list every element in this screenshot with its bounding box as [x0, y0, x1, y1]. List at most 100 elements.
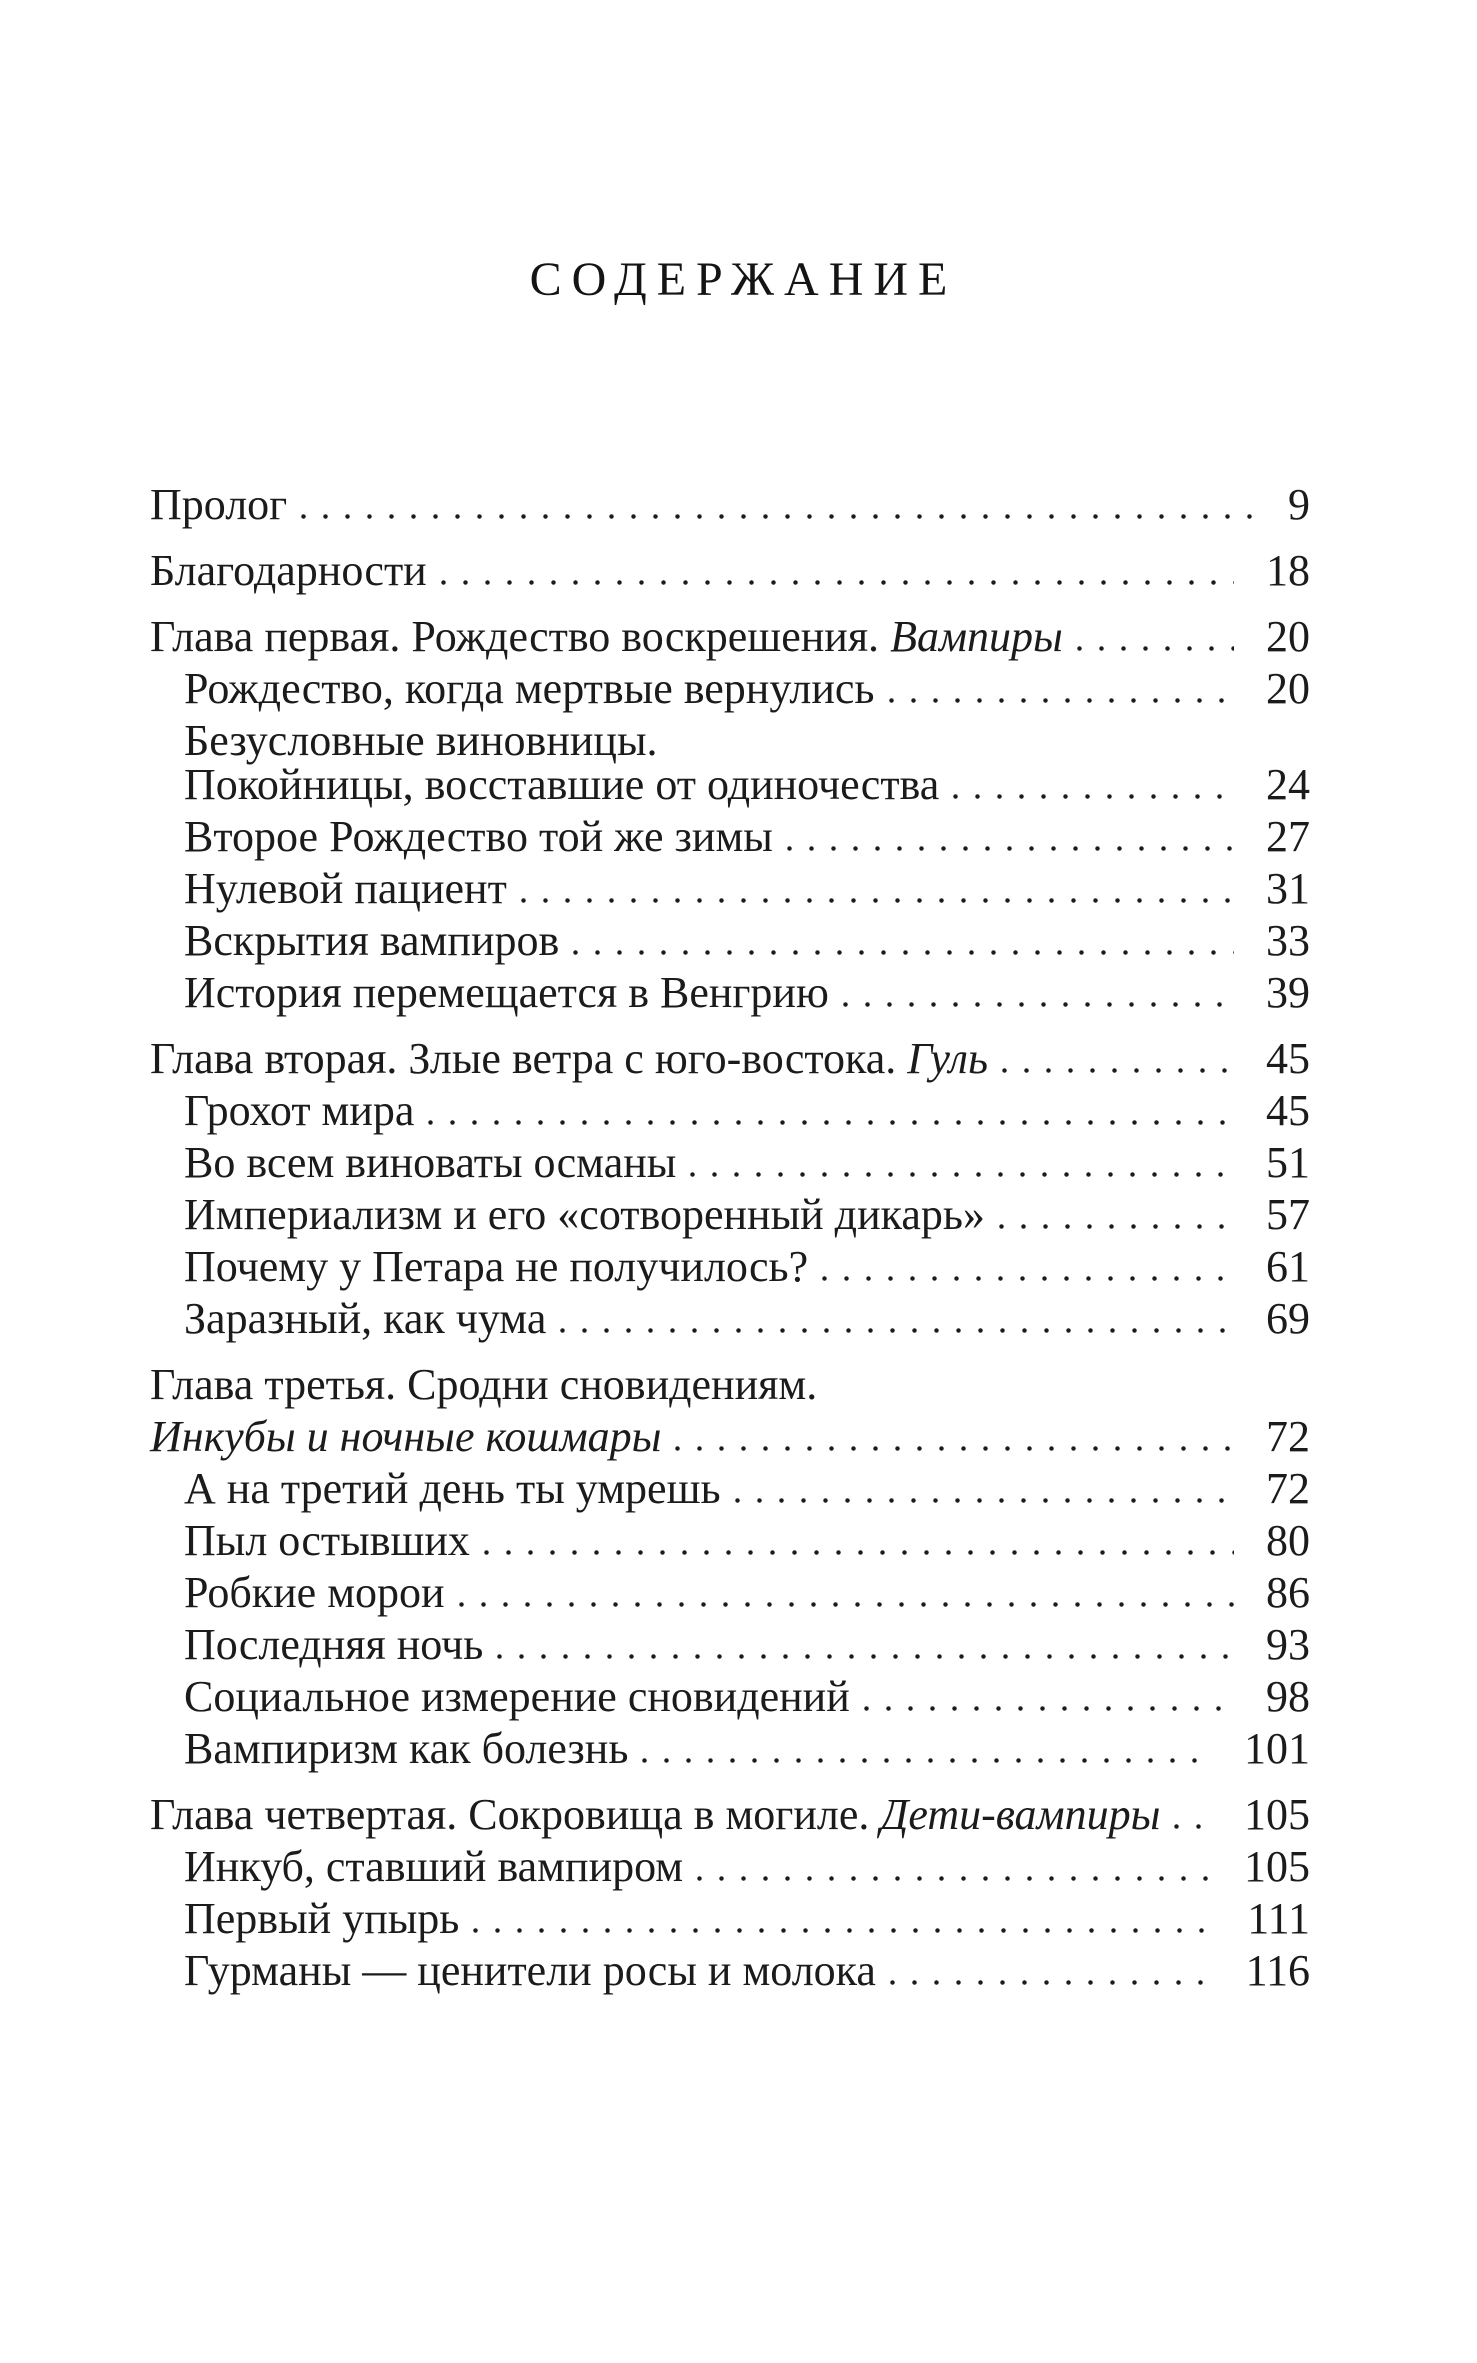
toc-entry: Грохот мира 45: [150, 1085, 1310, 1137]
dot-leader: [560, 1328, 1234, 1333]
toc-entry-page: 105: [1244, 1842, 1310, 1891]
toc-entry-text-part: Рождество, когда мертвые вернулись: [184, 664, 875, 713]
toc-entry-text-part: Гурманы — ценители росы и молока: [184, 1946, 876, 1995]
toc-entry-text-part: Нулевой пациент: [184, 864, 507, 913]
toc-entry: Вскрытия вампиров 33: [150, 915, 1310, 967]
page-title: СОДЕРЖАНИЕ: [529, 253, 958, 306]
toc-entry: Второе Рождество той же зимы 27: [150, 811, 1310, 863]
toc-entry-page: 69: [1266, 1294, 1310, 1343]
toc-entry: Глава вторая. Злые ветра с юго-востока. …: [150, 1033, 1310, 1085]
toc-entry-text-part: Глава вторая. Злые ветра с юго-востока.: [150, 1034, 908, 1083]
toc-entry-text: Рождество, когда мертвые вернулись: [184, 663, 875, 715]
toc-entry-page: 39: [1266, 968, 1310, 1017]
dot-leader: [440, 580, 1234, 585]
toc-entry-text: Пыл остывших: [184, 1515, 470, 1567]
toc-entry-text: Социальное измерение сновидений: [184, 1671, 850, 1723]
toc-entry-text: Второе Рождество той же зимы: [184, 811, 773, 863]
toc-entry-text-part: Последняя ночь: [184, 1620, 484, 1669]
dot-leader: [1076, 646, 1234, 651]
dot-leader: [428, 1120, 1234, 1125]
toc-entry-page: 9: [1288, 480, 1310, 529]
toc-entry-text: Вампиризм как болезнь: [184, 1723, 628, 1775]
dot-leader: [953, 794, 1234, 799]
dot-leader: [473, 1928, 1216, 1933]
dot-leader: [888, 698, 1234, 703]
toc-entry-page: 45: [1266, 1034, 1310, 1083]
toc-entry-text-part: Империализм и его «сотворенный дикарь»: [184, 1190, 985, 1239]
dot-leader: [301, 514, 1256, 519]
toc-entry-text: Глава первая. Рождество воскрешения. Вам…: [150, 611, 1063, 663]
toc-entry-page: 86: [1266, 1568, 1310, 1617]
toc-entry-page: 20: [1266, 664, 1310, 713]
toc-entry-text-part: Пыл остывших: [184, 1516, 470, 1565]
toc-entry-text: Глава третья. Сродни сновидениям.: [150, 1359, 817, 1411]
toc-entry-text-italic: Вампиры: [890, 612, 1063, 661]
dot-leader: [734, 1498, 1234, 1503]
toc-entry-text-part: Покойницы, восставшие от одиночества: [184, 760, 940, 809]
toc-entry-text: Гурманы — ценители росы и молока: [184, 1945, 876, 1997]
dot-leader: [786, 846, 1234, 851]
toc-entry: Во всем виноваты османы 51: [150, 1137, 1310, 1189]
toc-entry-text-part: Во всем виноваты османы: [184, 1138, 677, 1187]
toc-entry: Покойницы, восставшие от одиночества 24: [150, 759, 1310, 811]
dot-leader: [573, 950, 1234, 955]
toc-entry-page: 24: [1266, 760, 1310, 809]
dot-leader: [690, 1172, 1234, 1177]
toc-entry: Безусловные виновницы.: [150, 715, 1310, 767]
toc-entry-page: 80: [1266, 1516, 1310, 1565]
dot-leader: [1174, 1824, 1212, 1829]
toc-entry-page: 18: [1266, 546, 1310, 595]
toc-entry-page: 27: [1266, 812, 1310, 861]
toc-entry-page: 93: [1266, 1620, 1310, 1669]
toc-entry-text: Заразный, как чума: [184, 1293, 546, 1345]
toc-entry-page: 31: [1266, 864, 1310, 913]
toc-entry-text-part: Грохот мира: [184, 1086, 415, 1135]
toc-entry-text: Робкие морои: [184, 1567, 445, 1619]
toc-entry: Нулевой пациент 31: [150, 863, 1310, 915]
toc-entry-page: 111: [1247, 1894, 1310, 1943]
toc-entry-page: 72: [1266, 1464, 1310, 1513]
toc-entry: А на третий день ты умрешь 72: [150, 1463, 1310, 1515]
toc-entry-text: История перемещается в Венгрию: [184, 967, 829, 1019]
toc-entry-text: Глава вторая. Злые ветра с юго-востока. …: [150, 1033, 988, 1085]
toc-entry-text: Благодарности: [150, 545, 427, 597]
toc-entry-text: Последняя ночь: [184, 1619, 483, 1671]
dot-leader: [520, 898, 1234, 903]
dot-leader: [863, 1706, 1234, 1711]
toc-entry-text-part: Пролог: [150, 480, 288, 529]
toc-entry: Глава третья. Сродни сновидениям.: [150, 1359, 1310, 1411]
toc-entry-text-italic: Инкубы и ночные кошмары: [150, 1412, 662, 1461]
toc-entry: Благодарности 18: [150, 545, 1310, 597]
toc-entry-text: Во всем виноваты османы: [184, 1137, 676, 1189]
toc-entry-text-italic: Гуль: [907, 1034, 988, 1083]
dot-leader: [1001, 1068, 1234, 1073]
toc-entry-page: 105: [1244, 1790, 1310, 1839]
dot-leader: [675, 1446, 1234, 1451]
toc-entry: Глава первая. Рождество воскрешения. Вам…: [150, 611, 1310, 663]
toc-entry: Гурманы — ценители росы и молока 116: [150, 1945, 1310, 1997]
toc-entry-text-part: Почему у Петара не получилось?: [184, 1242, 809, 1291]
toc-entry-text: Безусловные виновницы.: [184, 715, 658, 767]
toc-entry: Империализм и его «сотворенный дикарь» 5…: [150, 1189, 1310, 1241]
toc-entry-text-part: Благодарности: [150, 546, 427, 595]
toc-entry-page: 98: [1266, 1672, 1310, 1721]
toc-entry-text: Инкубы и ночные кошмары: [150, 1411, 661, 1463]
dot-leader: [822, 1276, 1234, 1281]
toc-entry-text: Первый упырь: [184, 1893, 459, 1945]
dot-leader: [889, 1980, 1214, 1985]
toc-entry-text: Вскрытия вампиров: [184, 915, 559, 967]
toc-entry: Рождество, когда мертвые вернулись 20: [150, 663, 1310, 715]
toc-entry: Пыл остывших 80: [150, 1515, 1310, 1567]
dot-leader: [842, 1002, 1234, 1007]
toc-entry: Последняя ночь 93: [150, 1619, 1310, 1671]
toc-entry-text-part: История перемещается в Венгрию: [184, 968, 829, 1017]
toc-entry: История перемещается в Венгрию 39: [150, 967, 1310, 1019]
dot-leader: [998, 1224, 1234, 1229]
toc-entry-text: А на третий день ты умрешь: [184, 1463, 721, 1515]
toc-entry-text-part: Глава четвертая. Сокровища в могиле.: [150, 1790, 881, 1839]
toc-entry-text: Империализм и его «сотворенный дикарь»: [184, 1189, 985, 1241]
toc-entry-text-part: Глава первая. Рождество воскрешения.: [150, 612, 891, 661]
toc-entry: Почему у Петара не получилось? 61: [150, 1241, 1310, 1293]
toc-entry-text-part: А на третий день ты умрешь: [184, 1464, 721, 1513]
toc-entry-text: Инкуб, ставший вампиром: [184, 1841, 683, 1893]
